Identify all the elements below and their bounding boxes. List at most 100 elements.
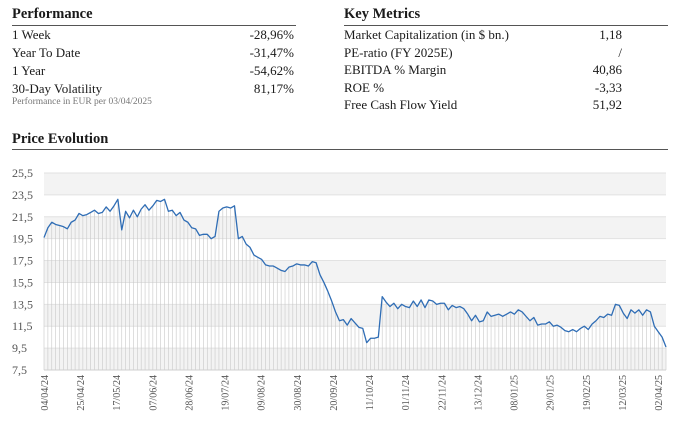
performance-label: 1 Year [12, 63, 46, 78]
data-point [331, 300, 332, 301]
x-tick-label: 11/10/24 [365, 375, 376, 410]
performance-note: Performance in EUR per 03/04/2025 [12, 97, 152, 107]
data-point [514, 314, 515, 315]
x-tick-label: 19/02/25 [582, 375, 593, 411]
data-point [269, 265, 270, 266]
price-chart: 25,5 23,5 21,5 19,5 17,5 15,5 13,5 11,5 9,5 7,5 04… [12, 166, 667, 411]
data-point [506, 314, 507, 315]
data-point [249, 247, 250, 248]
data-point [67, 228, 68, 229]
data-point [288, 267, 289, 268]
data-point [261, 259, 262, 260]
data-point [191, 227, 192, 228]
data-point [459, 306, 460, 307]
data-point [187, 222, 188, 223]
data-point [98, 213, 99, 214]
data-point [242, 236, 243, 237]
data-point [156, 200, 157, 201]
y-tick-label: 9,5 [12, 341, 27, 355]
data-point [308, 265, 309, 266]
data-point [599, 316, 600, 317]
data-point [312, 261, 313, 262]
data-point [90, 212, 91, 213]
data-point [405, 306, 406, 307]
data-point [125, 211, 126, 212]
data-point [137, 216, 138, 217]
data-point [347, 325, 348, 326]
data-point [59, 225, 60, 226]
data-point [211, 238, 212, 239]
data-point [358, 327, 359, 328]
data-point [265, 264, 266, 265]
data-point [455, 307, 456, 308]
data-point [595, 320, 596, 321]
data-point [300, 264, 301, 265]
performance-value: 81,17% [253, 81, 294, 96]
x-tick-label: 08/01/25 [510, 375, 521, 411]
data-point [588, 329, 589, 330]
performance-value: -31,47% [249, 45, 294, 60]
performance-label: 1 Week [12, 27, 51, 42]
metric-value: 51,92 [592, 97, 622, 112]
data-point [304, 264, 305, 265]
data-point [494, 315, 495, 316]
data-point [246, 244, 247, 245]
key-metrics-divider [344, 25, 668, 26]
data-point [432, 300, 433, 301]
data-point [654, 326, 655, 327]
data-point [55, 224, 56, 225]
x-tick-label: 01/11/24 [401, 375, 412, 410]
y-tick-label: 11,5 [12, 319, 33, 333]
data-point [397, 308, 398, 309]
data-point [203, 234, 204, 235]
data-point [106, 206, 107, 207]
grid-band [44, 173, 666, 195]
data-point [292, 265, 293, 266]
data-point [420, 299, 421, 300]
data-point [362, 328, 363, 329]
data-point [440, 303, 441, 304]
data-point [164, 199, 165, 200]
data-point [471, 320, 472, 321]
x-tick-label: 07/06/24 [148, 375, 159, 411]
data-point [226, 206, 227, 207]
data-point [335, 311, 336, 312]
data-point [47, 227, 48, 228]
data-point [121, 229, 122, 230]
x-tick-label: 13/12/24 [473, 375, 484, 411]
data-point [273, 265, 274, 266]
x-tick-label: 25/04/24 [76, 375, 87, 411]
metric-label: Free Cash Flow Yield [344, 97, 458, 112]
data-point [529, 320, 530, 321]
data-point [630, 309, 631, 310]
data-point [522, 311, 523, 312]
data-point [323, 282, 324, 283]
data-point [553, 326, 554, 327]
data-point [564, 330, 565, 331]
data-point [339, 320, 340, 321]
data-point [148, 210, 149, 211]
data-point [584, 326, 585, 327]
x-tick-label: 09/08/24 [257, 375, 268, 411]
data-point [665, 346, 666, 347]
grid-band [44, 216, 666, 239]
data-point [102, 212, 103, 213]
performance-label: 30-Day Volatility [12, 81, 103, 96]
data-point [638, 309, 639, 310]
x-tick-label: 28/06/24 [184, 375, 195, 411]
data-point [560, 327, 561, 328]
data-point [393, 303, 394, 304]
data-point [452, 305, 453, 306]
x-tick-label: 30/08/24 [293, 375, 304, 411]
x-tick-label: 04/04/24 [40, 375, 51, 411]
data-point [386, 302, 387, 303]
data-point [366, 342, 367, 343]
metric-label: PE-ratio (FY 2025E) [344, 44, 453, 60]
data-point [568, 331, 569, 332]
x-tick-label: 22/11/24 [437, 375, 448, 410]
data-point [389, 306, 390, 307]
data-point [144, 204, 145, 205]
data-point [222, 207, 223, 208]
data-point [109, 211, 110, 212]
x-tick-label: 19/07/24 [221, 375, 232, 411]
